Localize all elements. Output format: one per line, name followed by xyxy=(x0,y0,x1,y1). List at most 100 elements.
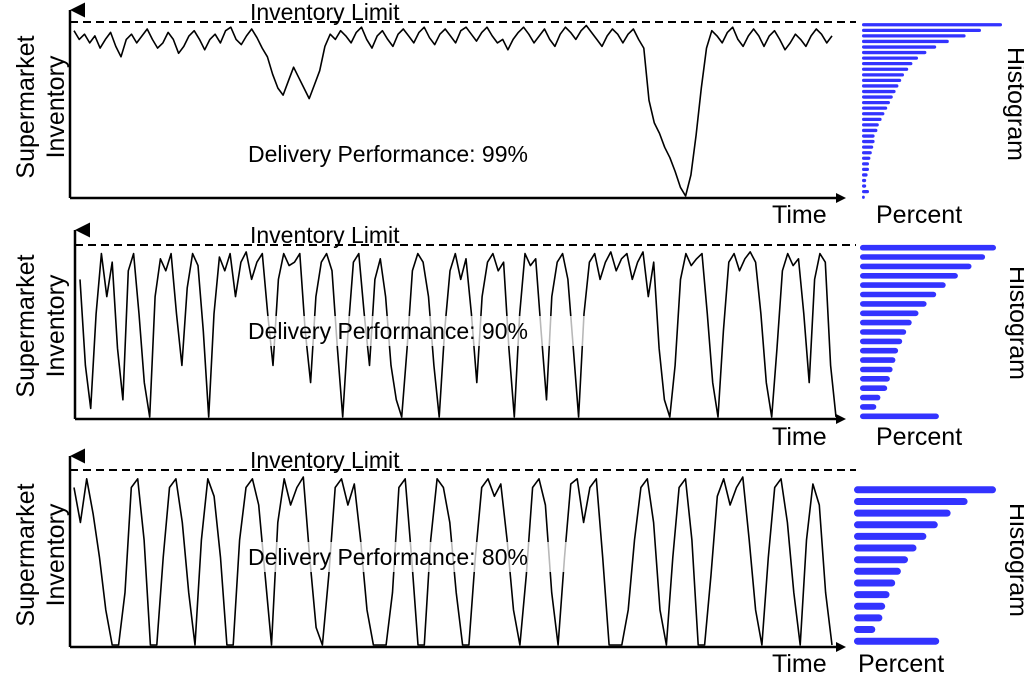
y-axis-label-line: Inventory xyxy=(42,55,70,158)
inventory-series xyxy=(73,24,833,197)
inventory-limit-label: Inventory Limit xyxy=(250,0,400,25)
histogram-label: Histogram xyxy=(1004,503,1024,617)
y-axis-label: SupermarketInventory xyxy=(12,483,70,626)
histogram-bar xyxy=(854,521,938,529)
panel-middle: Inventory Limit Delivery Performance: 90%… xyxy=(12,222,1024,451)
x-axis-arrow xyxy=(836,414,846,424)
histogram-bar xyxy=(862,28,981,32)
histogram-bar xyxy=(862,145,874,149)
histogram-bar xyxy=(854,486,996,494)
histogram-label: Histogram xyxy=(1002,47,1024,161)
histogram-bar xyxy=(854,602,886,610)
delivery-performance-label: Delivery Performance: 90% xyxy=(248,318,528,344)
histogram-bar xyxy=(862,173,868,177)
y-axis-label-line: Supermarket xyxy=(12,483,40,626)
histogram-bar xyxy=(854,509,951,517)
histogram-bar xyxy=(854,498,968,505)
y-axis-label-line: Inventory xyxy=(42,274,70,377)
histogram-bar xyxy=(862,190,869,194)
histogram-x-label: Percent xyxy=(876,201,962,229)
y-axis-label: SupermarketInventory xyxy=(12,254,70,397)
histogram-bar xyxy=(860,404,877,410)
histogram-bar xyxy=(854,556,908,564)
histogram-bar xyxy=(862,45,937,49)
histogram-bar xyxy=(862,101,890,105)
histogram-bar xyxy=(854,532,927,540)
histogram-bar xyxy=(860,319,912,326)
histogram-bar xyxy=(862,95,893,99)
y-axis-label-line: Supermarket xyxy=(12,35,40,178)
histogram-bar xyxy=(854,614,883,622)
inventory-series xyxy=(79,251,837,418)
delivery-performance-label: Delivery Performance: 80% xyxy=(248,544,528,570)
histogram-bar xyxy=(862,139,875,144)
panel-top: Inventory Limit Delivery Performance: 99%… xyxy=(12,0,1024,229)
histogram-bar xyxy=(862,167,869,171)
histogram-bar xyxy=(862,62,913,66)
y-axis-label: SupermarketInventory xyxy=(12,35,70,178)
histogram-bar xyxy=(860,273,958,279)
histogram-bar xyxy=(860,347,899,354)
histogram-bar xyxy=(860,394,881,401)
histogram-bar xyxy=(860,301,927,307)
histogram-bar xyxy=(862,184,867,188)
histogram-bar xyxy=(854,637,940,645)
x-axis-arrow xyxy=(836,642,846,652)
x-axis-label: Time xyxy=(772,201,827,229)
histogram-bar xyxy=(862,73,904,77)
histogram-bar xyxy=(862,84,899,88)
histogram-bar xyxy=(862,78,902,82)
x-axis-arrow xyxy=(836,193,846,203)
histogram-bar xyxy=(854,626,876,633)
histogram-bar xyxy=(854,579,896,587)
histogram-bar xyxy=(862,134,875,138)
histogram-bar xyxy=(862,89,896,94)
histogram-bar xyxy=(862,23,1002,27)
histogram-bar xyxy=(860,263,972,270)
histogram-bar xyxy=(862,128,878,133)
histogram-bar xyxy=(854,591,890,599)
delivery-performance-label: Delivery Performance: 99% xyxy=(248,141,528,167)
inventory-limit-label: Inventory Limit xyxy=(250,447,400,473)
histogram-bar xyxy=(860,376,890,382)
histogram-bar xyxy=(862,156,871,160)
histogram-bar xyxy=(862,50,927,55)
histogram-bar xyxy=(862,123,879,127)
histogram-bar xyxy=(862,162,869,166)
histogram-bar xyxy=(854,544,917,552)
histogram-bar xyxy=(860,310,919,317)
histogram-bar xyxy=(860,291,937,298)
x-axis-label: Time xyxy=(772,423,827,451)
histogram-bar xyxy=(860,254,986,260)
histogram-bar xyxy=(854,567,901,575)
panel-bottom: Inventory Limit Delivery Performance: 80%… xyxy=(12,447,1024,677)
histogram-bar xyxy=(862,151,872,155)
histogram-bar xyxy=(862,56,918,60)
histogram-bar xyxy=(862,195,865,199)
annotation-background xyxy=(246,542,592,572)
histogram-bar xyxy=(862,106,888,110)
histogram-x-label: Percent xyxy=(876,423,962,451)
histogram-bar xyxy=(862,112,885,116)
inventory-limit-label: Inventory Limit xyxy=(250,222,400,248)
histogram-x-label: Percent xyxy=(858,650,944,677)
histogram-bar xyxy=(862,67,909,71)
annotation-background xyxy=(246,316,592,346)
histogram-bar xyxy=(860,385,888,391)
histogram-bar xyxy=(860,244,996,251)
histogram-bar xyxy=(860,366,893,373)
y-axis-label-line: Inventory xyxy=(42,503,70,606)
y-axis-label-line: Supermarket xyxy=(12,254,40,397)
x-axis-label: Time xyxy=(772,650,827,677)
histogram-bar xyxy=(862,39,949,44)
histogram-bar xyxy=(862,178,867,183)
histogram-bar xyxy=(860,413,939,420)
histogram-bar xyxy=(862,117,882,121)
histogram-bar xyxy=(860,357,896,363)
histogram-bar xyxy=(862,34,966,38)
histogram-bar xyxy=(860,282,946,288)
histogram-bar xyxy=(860,329,907,335)
histogram-label: Histogram xyxy=(1004,266,1024,380)
histogram-bar xyxy=(860,338,903,345)
